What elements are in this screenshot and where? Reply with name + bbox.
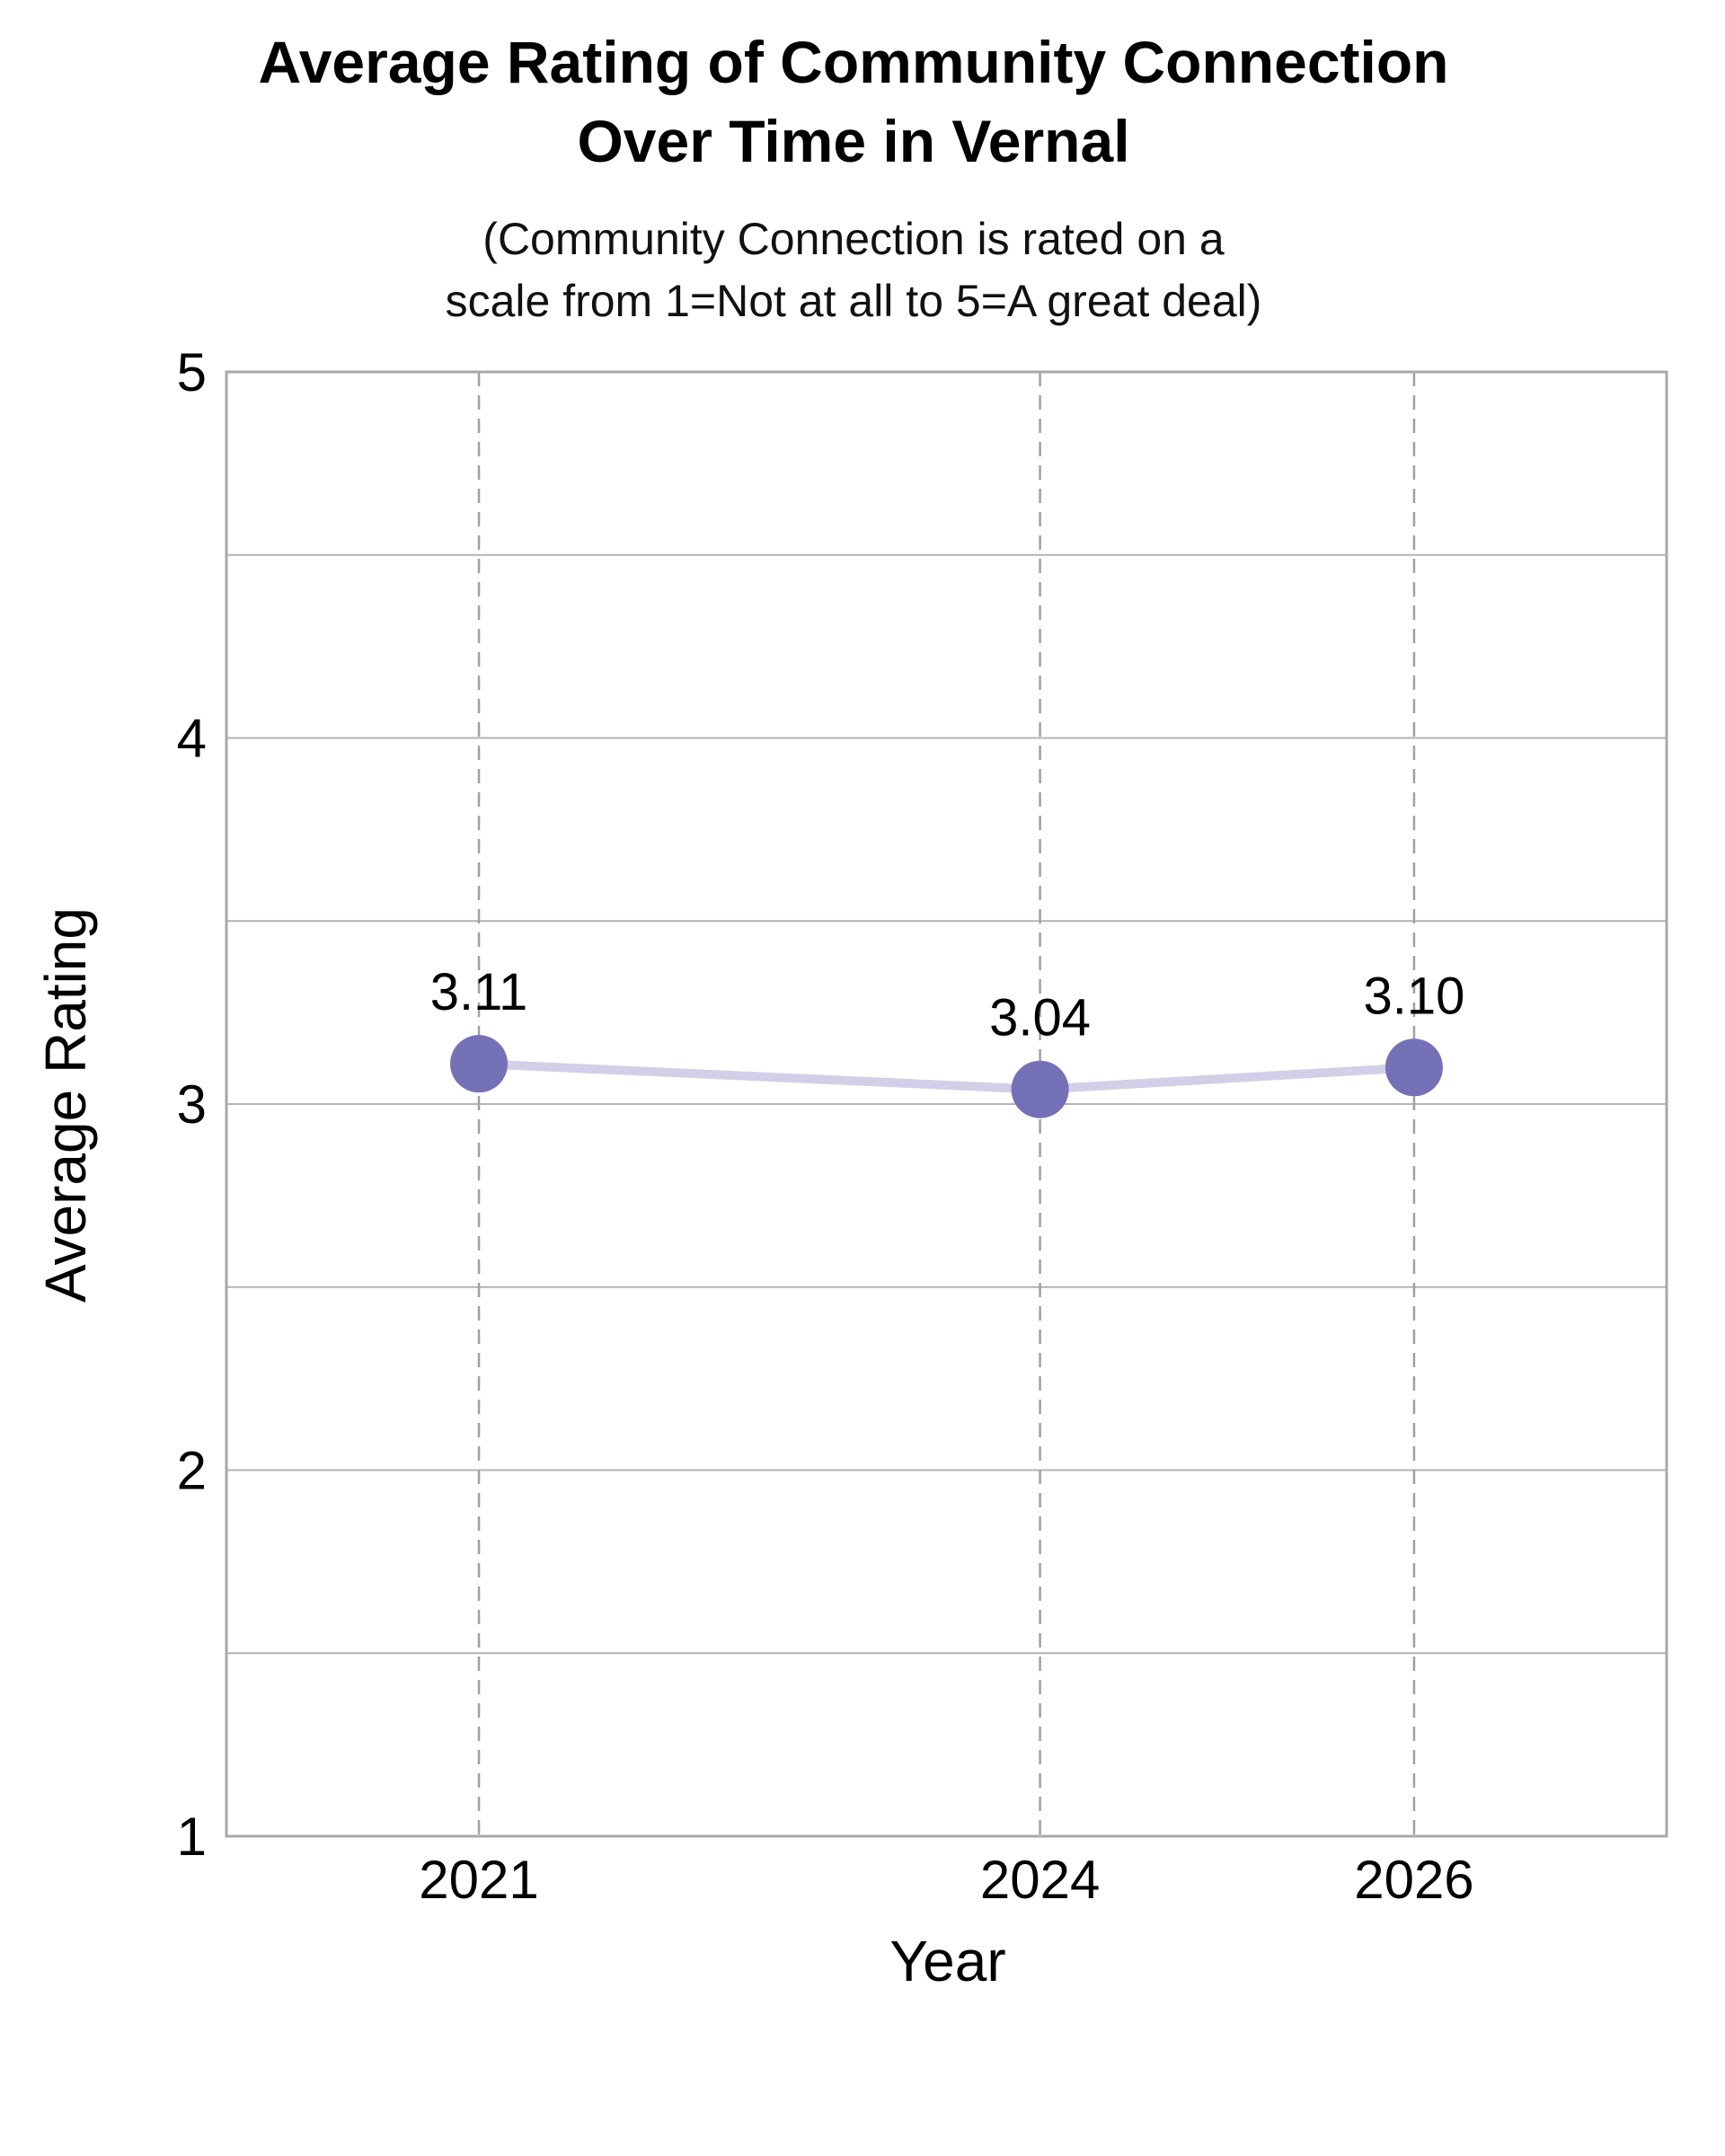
data-labels: 3.11 3.04 3.10 xyxy=(430,963,1465,1047)
plot-border xyxy=(225,370,1668,1838)
y-axis-ticks: 1 2 3 4 5 xyxy=(177,342,207,1867)
grid-lines xyxy=(226,371,1667,1837)
x-axis-ticks: 2021 2024 2026 xyxy=(419,1850,1473,1910)
y-axis-label: Average Rating xyxy=(33,907,98,1303)
data-point xyxy=(450,1035,509,1093)
data-point xyxy=(1384,1038,1443,1097)
series-line xyxy=(474,1059,1419,1094)
x-tick-label: 2021 xyxy=(419,1850,538,1910)
y-tick-label: 5 xyxy=(177,342,207,402)
x-tick-label: 2024 xyxy=(980,1850,1100,1910)
x-axis-label: Year xyxy=(889,1929,1005,1993)
chart-title-line-2: Over Time in Vernal xyxy=(577,108,1129,174)
x-tick-label: 2026 xyxy=(1354,1850,1473,1910)
data-point xyxy=(1011,1060,1069,1118)
plot-frame xyxy=(225,370,1668,1838)
y-tick-label: 1 xyxy=(177,1807,207,1867)
y-tick-label: 3 xyxy=(177,1074,207,1135)
data-label: 3.04 xyxy=(989,989,1091,1047)
chart-subtitle-line-2: scale from 1=Not at all to 5=A great dea… xyxy=(446,276,1262,326)
chart-subtitle-line-1: (Community Connection is rated on a xyxy=(482,214,1225,264)
series-group xyxy=(450,1035,1443,1118)
y-tick-label: 4 xyxy=(177,709,207,769)
chart-title-line-1: Average Rating of Community Connection xyxy=(259,29,1449,95)
y-tick-label: 2 xyxy=(177,1441,207,1501)
data-label: 3.10 xyxy=(1364,967,1465,1025)
data-label: 3.11 xyxy=(430,963,528,1021)
